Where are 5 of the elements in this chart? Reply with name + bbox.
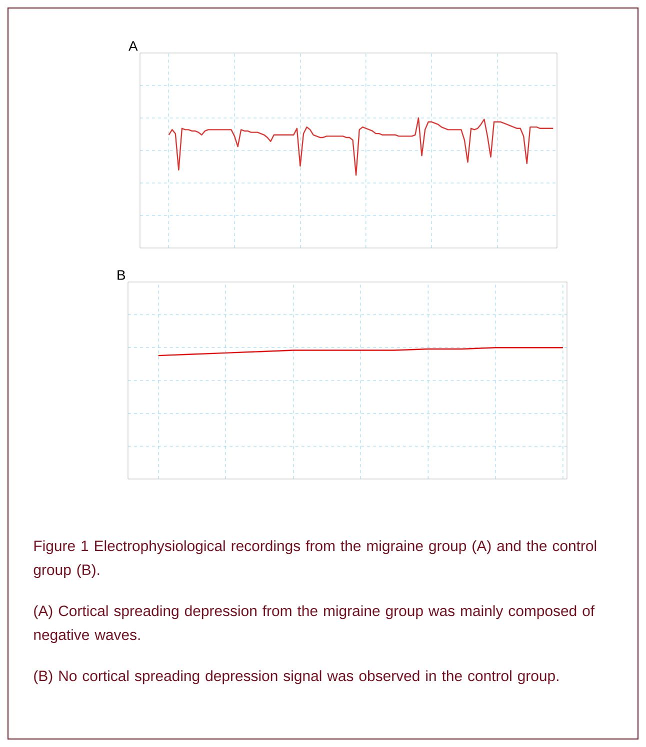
chart-title: A bbox=[128, 41, 138, 51]
caption: Figure 1 Electrophysiological recordings from the migraine group (A) and the control group (B). bbox=[34, 540, 596, 578]
chart-title: B bbox=[118, 270, 126, 280]
text: (B) No cortical spreading depression signal was observed in the control group. bbox=[34, 670, 558, 684]
text: (A) Cortical spreading depression from the migraine group was mainly composed of negative waves. bbox=[34, 605, 595, 644]
